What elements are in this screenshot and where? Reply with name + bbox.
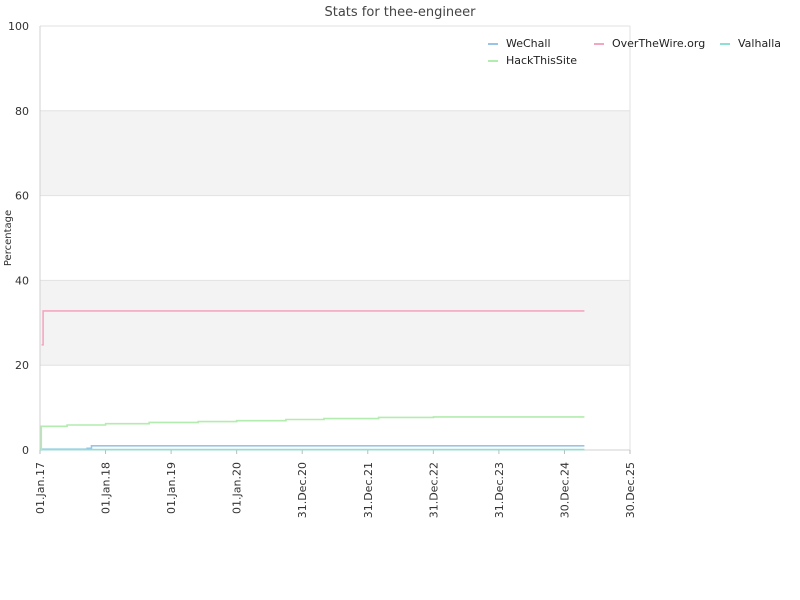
y-ticks: 0 20 40 60 80 100 [8,20,29,457]
x-tick-label: 01.Jan.17 [34,462,47,514]
gridlines [40,25,630,451]
y-tick-label: 20 [15,359,29,372]
x-tick-label: 31.Dec.20 [296,462,309,518]
x-tick-label: 30.Dec.24 [558,462,571,518]
legend-label-overthewire-org: OverTheWire.org [612,37,705,50]
grid-bands [40,110,630,366]
x-tick-label: 01.Jan.18 [100,462,113,514]
y-tick-label: 0 [22,444,29,457]
legend-label-wechall: WeChall [506,37,551,50]
y-axis-label: Percentage [3,210,14,266]
legend: WeChall OverTheWire.org Valhalla HackThisSi… [488,37,781,67]
y-tick-label: 100 [8,20,29,33]
y-tick-label: 40 [15,274,29,287]
grid-band [40,110,630,196]
series-line-wechall [40,445,585,450]
x-tick-label: 31.Dec.23 [493,462,506,518]
series-line-hackthissite [40,416,585,451]
axes [39,26,631,451]
series-line-overthewire-org [41,310,585,346]
x-tick-label: 31.Dec.21 [362,462,375,518]
y-tick-label: 60 [15,190,29,203]
legend-label-valhalla: Valhalla [738,37,781,50]
x-tick-label: 01.Jan.19 [165,462,178,514]
x-ticks: 01.Jan.17 01.Jan.18 01.Jan.19 01.Jan.20 31.D… [34,450,637,518]
y-tick-label: 80 [15,105,29,118]
x-tick-label: 30.Dec.25 [624,462,637,518]
series-lines [40,310,585,451]
grid-band [40,280,630,366]
x-tick-label: 31.Dec.22 [427,462,440,518]
x-tick-label: 01.Jan.20 [231,462,244,514]
legend-label-hackthissite: HackThisSite [506,54,577,67]
chart-title: Stats for thee-engineer [324,5,476,20]
